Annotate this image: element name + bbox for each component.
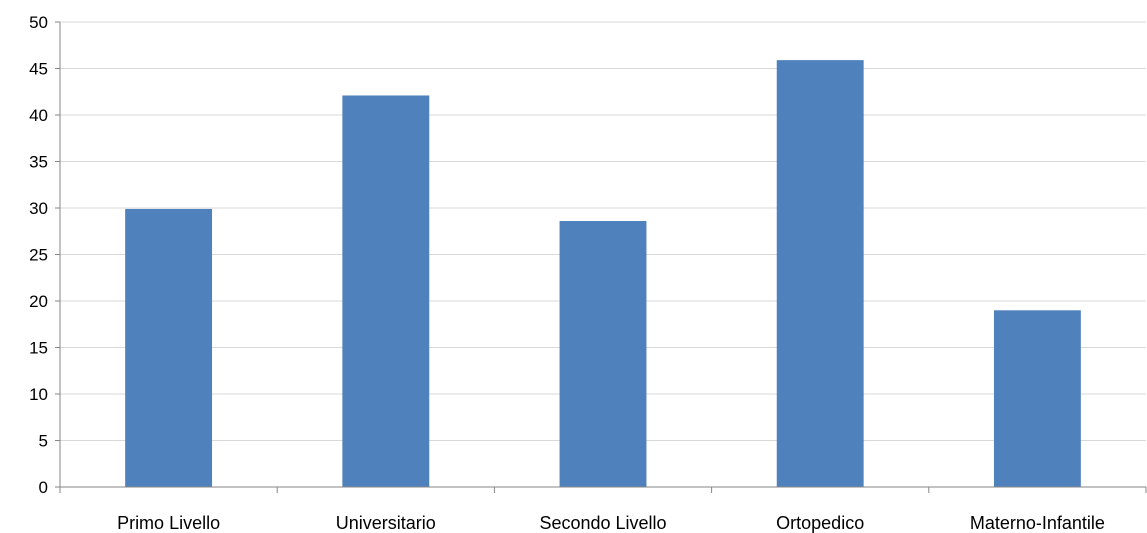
x-category-label: Materno-Infantile (970, 513, 1105, 533)
bars (125, 60, 1081, 487)
y-tick-label: 40 (29, 106, 48, 125)
x-category-label: Universitario (336, 513, 436, 533)
bar-secondo-livello (559, 221, 647, 487)
y-tick-label: 35 (29, 153, 48, 172)
x-category-label: Primo Livello (117, 513, 220, 533)
y-tick-label: 45 (29, 60, 48, 79)
y-tick-label: 50 (29, 13, 48, 32)
bar-ortopedico (776, 60, 864, 487)
x-category-labels: Primo Livello Universitario Secondo Livell… (117, 513, 1105, 533)
y-tick-label: 10 (29, 385, 48, 404)
bar-materno-infantile (993, 310, 1081, 487)
bar-primo-livello (125, 208, 213, 487)
bar-universitario (342, 95, 430, 487)
x-category-label: Secondo Livello (539, 513, 666, 533)
y-tick-label: 5 (39, 432, 48, 451)
x-category-label: Ortopedico (776, 513, 864, 533)
y-tick-label: 0 (39, 478, 48, 497)
y-tick-labels: 0 5 10 15 20 25 30 35 40 45 50 (29, 13, 48, 497)
axes (55, 21, 1147, 493)
y-tick-label: 30 (29, 199, 48, 218)
y-tick-label: 20 (29, 292, 48, 311)
y-tick-label: 25 (29, 246, 48, 265)
y-tick-label: 15 (29, 339, 48, 358)
